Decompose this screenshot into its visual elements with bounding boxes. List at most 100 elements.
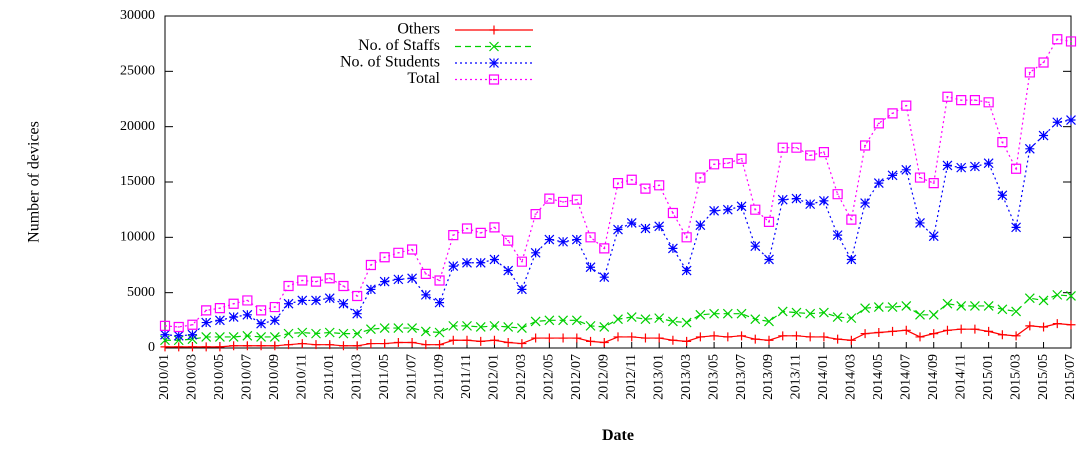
data-point [640, 314, 651, 325]
data-point [531, 333, 541, 343]
data-point [585, 320, 596, 331]
data-point [777, 194, 788, 205]
data-point [887, 302, 898, 312]
data-point [544, 234, 555, 245]
data-point [1024, 67, 1035, 78]
data-point [1039, 322, 1049, 332]
data-point [407, 323, 418, 334]
data-point [284, 340, 294, 350]
data-point [558, 236, 569, 247]
x-tick-label: 2010/05 [212, 354, 227, 400]
y-tick-label: 30000 [120, 8, 155, 23]
data-point [764, 335, 774, 345]
data-point [1038, 57, 1049, 68]
x-tick-label: 2011/09 [432, 354, 447, 399]
y-tick-label: 0 [148, 340, 155, 355]
data-point [682, 336, 692, 346]
data-point [544, 333, 554, 343]
data-point [805, 308, 816, 319]
data-point [818, 147, 830, 158]
data-point [901, 100, 912, 111]
data-point [846, 313, 857, 324]
data-point [310, 276, 322, 287]
data-point [324, 273, 335, 284]
data-point [1011, 306, 1022, 317]
data-point [516, 323, 527, 334]
data-point [750, 204, 761, 215]
data-point [242, 330, 253, 341]
data-point [557, 196, 569, 208]
data-point [242, 309, 253, 320]
data-point [489, 335, 499, 345]
data-point [997, 137, 1008, 148]
data-point [626, 218, 637, 228]
x-tick-label: 2012/09 [596, 354, 611, 400]
data-point [736, 308, 747, 319]
data-point [297, 295, 308, 306]
data-point [242, 295, 253, 306]
data-point [1052, 34, 1063, 45]
data-point [887, 170, 898, 181]
y-tick-label: 25000 [120, 64, 155, 79]
data-point [571, 234, 582, 245]
x-tick-label: 2014/05 [871, 354, 886, 400]
data-point [393, 274, 404, 285]
data-point [256, 332, 267, 342]
data-point [1025, 321, 1035, 331]
data-point [942, 325, 952, 335]
data-point [214, 315, 225, 326]
data-point [873, 302, 884, 312]
data-point [956, 162, 967, 173]
data-point [983, 97, 994, 108]
data-point [585, 232, 596, 243]
data-point [311, 295, 321, 306]
x-tick-label: 2012/07 [569, 354, 584, 400]
data-point [283, 298, 294, 309]
data-point [818, 307, 829, 318]
x-tick-label: 2013/03 [679, 354, 694, 400]
data-point [462, 257, 472, 268]
data-point [242, 341, 252, 351]
y-tick-label: 10000 [120, 230, 155, 245]
data-point [420, 326, 431, 337]
data-point [874, 328, 884, 338]
data-point [160, 329, 170, 340]
data-point [338, 328, 349, 339]
data-point [544, 193, 555, 204]
data-point [942, 298, 953, 309]
data-point [461, 223, 473, 234]
data-point [352, 308, 363, 319]
data-point [983, 158, 994, 169]
data-point [516, 256, 528, 267]
y-tick-label: 15000 [120, 174, 155, 189]
data-point [1052, 289, 1063, 300]
data-point [503, 337, 513, 347]
legend-marker [489, 25, 499, 35]
data-point [859, 140, 871, 151]
legend-label: No. of Students [340, 54, 440, 71]
data-point [901, 301, 912, 311]
data-point [750, 334, 760, 344]
data-point [283, 328, 294, 339]
data-point [709, 308, 720, 319]
data-point [476, 336, 486, 346]
legend-label: No. of Staffs [358, 37, 440, 54]
data-point [173, 330, 184, 341]
data-point [201, 342, 211, 352]
data-point [626, 312, 637, 322]
data-point [503, 265, 514, 276]
data-point [558, 315, 569, 326]
data-point [695, 172, 706, 183]
legend-marker [489, 41, 499, 52]
data-point [914, 172, 926, 183]
data-point [736, 201, 747, 212]
x-tick-label: 2014/01 [816, 354, 831, 400]
data-point [956, 301, 967, 311]
data-point [338, 341, 348, 351]
data-point [969, 161, 980, 172]
data-point [833, 334, 843, 344]
data-point [434, 297, 445, 308]
data-point [365, 284, 376, 295]
data-point [475, 227, 486, 239]
legend-label: Others [397, 21, 440, 38]
